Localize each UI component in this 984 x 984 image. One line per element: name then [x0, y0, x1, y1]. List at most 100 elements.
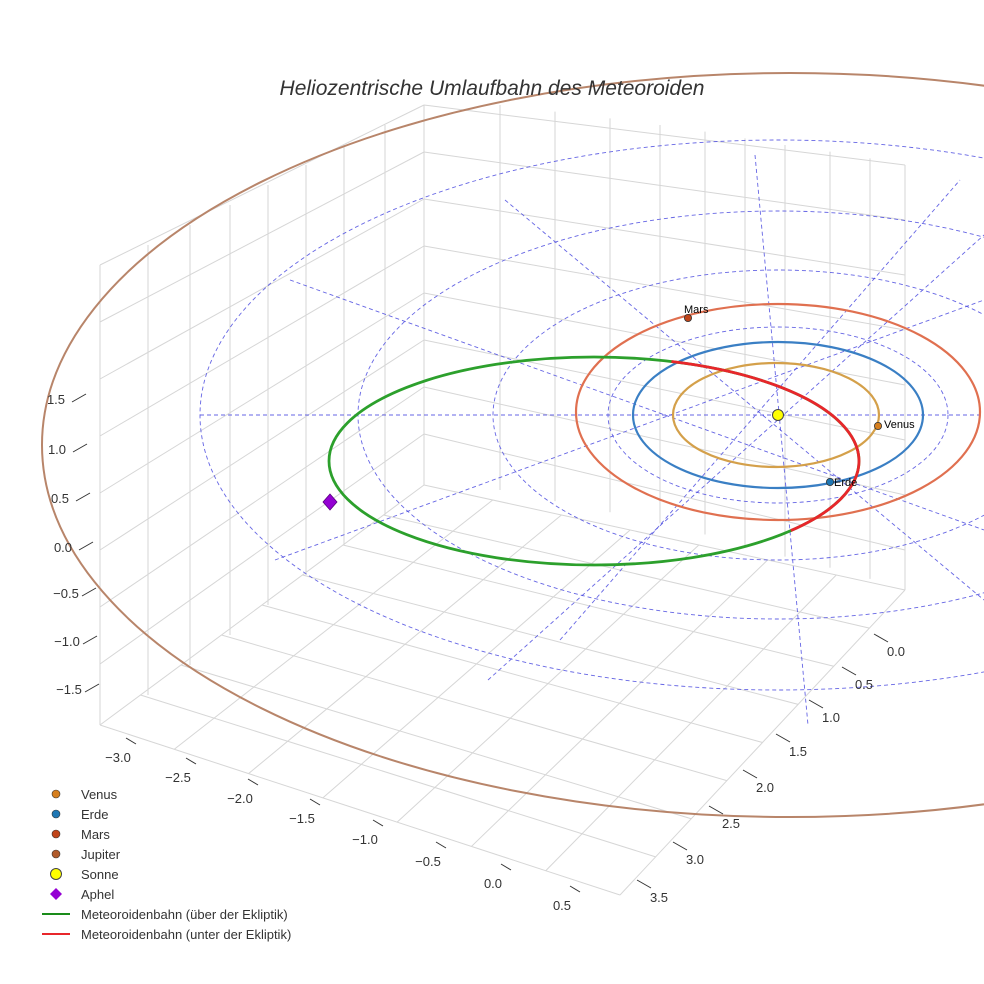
legend-item-5-swatch — [50, 868, 62, 880]
ecliptic-spoke — [504, 199, 984, 601]
grid-line — [423, 339, 906, 441]
z-tick-mark — [81, 587, 97, 597]
planet-label-mars: Mars — [684, 304, 709, 316]
grid-line — [423, 433, 906, 551]
x-tick-label: −2.5 — [165, 770, 191, 785]
grid-line — [140, 694, 656, 858]
legend: Venus Erde Mars Jupiter Sonne Aphel Meteoroide… — [42, 787, 291, 942]
x-tick-mark — [309, 798, 321, 806]
axis-grid — [99, 104, 906, 896]
z-tick-label: −1.5 — [56, 682, 82, 697]
x-tick-mark — [247, 778, 259, 786]
planet-mars — [684, 313, 693, 322]
z-tick-mark — [72, 443, 88, 453]
orbit-jupiter — [41, 72, 984, 818]
legend-item-5-label: Sonne — [81, 867, 119, 882]
x-tick-label: 0.0 — [484, 876, 502, 891]
x-tick-label: 0.5 — [553, 898, 571, 913]
z-tick-label: −1.0 — [54, 634, 80, 649]
legend-item-2-swatch — [51, 809, 61, 819]
y-tick-mark — [808, 699, 824, 709]
legend-item-8-label: Meteoroidenbahn (unter der Ekliptik) — [81, 927, 291, 942]
y-tick-mark — [841, 666, 857, 676]
y-tick-mark — [672, 841, 688, 851]
x-tick-mark — [569, 885, 581, 893]
meteoroid-orbit-below — [671, 360, 861, 532]
grid-line — [99, 198, 425, 380]
grid-line — [302, 574, 799, 705]
legend-item-1-swatch — [51, 789, 61, 799]
legend-item-3-label: Mars — [81, 827, 110, 842]
grid-line — [423, 198, 906, 276]
z-tick-label: 0.5 — [51, 491, 69, 506]
orbit-mars — [574, 302, 982, 522]
x-tick-mark — [185, 757, 197, 765]
grid-line — [423, 386, 906, 496]
x-tick-label: −3.0 — [105, 750, 131, 765]
planet-venus — [874, 421, 883, 430]
ecliptic-spoke — [289, 279, 984, 531]
y-tick-label: 1.5 — [789, 744, 807, 759]
x-tick-label: −1.0 — [352, 832, 378, 847]
grid-line — [261, 604, 763, 743]
sun-marker — [772, 409, 784, 421]
axis-ticks: −3.0 −2.5 −2.0 −1.5 −1.0 −0.5 0.0 0.5 0.0 0.5 1.0 1… — [47, 392, 905, 913]
orbit-venus — [671, 361, 881, 469]
x-tick-label: −2.0 — [227, 791, 253, 806]
z-tick-label: 1.5 — [47, 392, 65, 407]
grid-line — [471, 559, 768, 847]
legend-item-6-label: Aphel — [81, 887, 114, 902]
grid-line — [423, 151, 906, 221]
y-tick-label: 1.0 — [822, 710, 840, 725]
grid-line — [248, 514, 562, 774]
legend-item-6-swatch — [50, 888, 62, 900]
z-tick-mark — [71, 393, 87, 403]
legend-item-2-label: Erde — [81, 807, 108, 822]
z-tick-mark — [82, 635, 98, 645]
grid-line — [99, 104, 425, 266]
ecliptic-spoke — [487, 234, 984, 681]
y-tick-mark — [873, 633, 889, 643]
legend-item-3-swatch — [51, 829, 61, 839]
z-tick-mark — [75, 492, 91, 502]
y-tick-label: 2.0 — [756, 780, 774, 795]
x-tick-label: −0.5 — [415, 854, 441, 869]
planet-label-erde: Erde — [834, 477, 857, 489]
x-tick-mark — [500, 863, 512, 871]
ecliptic-spoke — [754, 154, 809, 726]
y-tick-mark — [636, 879, 652, 889]
grid-line — [423, 484, 906, 591]
z-tick-label: 1.0 — [48, 442, 66, 457]
z-tick-mark — [78, 541, 94, 551]
planet-label-venus: Venus — [884, 419, 915, 431]
grid-line — [99, 151, 425, 323]
grid-line — [180, 664, 692, 820]
grid-line — [619, 589, 906, 896]
grid-line — [221, 634, 728, 782]
z-tick-mark — [84, 683, 100, 693]
grid-line — [99, 386, 425, 608]
grid-line — [173, 499, 494, 750]
legend-item-1-label: Venus — [81, 787, 118, 802]
y-tick-mark — [708, 805, 724, 815]
y-tick-mark — [775, 733, 791, 743]
orbits — [41, 72, 984, 818]
legend-item-4-swatch — [51, 849, 61, 859]
z-tick-label: 0.0 — [54, 540, 72, 555]
ecliptic-spoke — [559, 179, 961, 641]
grid-line — [322, 529, 631, 799]
grid-line — [99, 292, 425, 494]
y-tick-label: 3.5 — [650, 890, 668, 905]
bodies: Venus Erde Mars — [322, 304, 915, 511]
grid-line — [99, 433, 425, 665]
grid-line — [99, 245, 425, 437]
grid-line — [383, 514, 870, 629]
grid-line — [423, 245, 906, 331]
legend-item-7-label: Meteoroidenbahn (über der Ekliptik) — [81, 907, 288, 922]
planet-erde — [826, 477, 835, 486]
grid-line — [545, 574, 837, 872]
grid-line — [99, 339, 425, 551]
grid-line — [342, 544, 834, 667]
x-tick-label: −1.5 — [289, 811, 315, 826]
